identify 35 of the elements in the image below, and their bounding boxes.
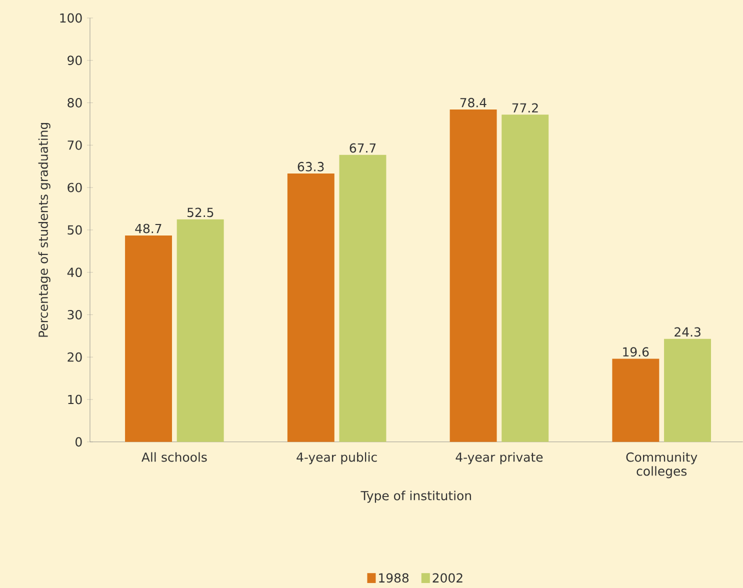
data-label: 52.5: [188, 208, 214, 217]
y-tick-label: 100: [60, 13, 82, 23]
y-tick-label: 50: [68, 225, 82, 234]
y-tick-label: 20: [68, 352, 82, 362]
legend-label: 1988: [379, 573, 409, 582]
bar: [664, 338, 712, 442]
y-tick-label: 30: [68, 310, 82, 320]
data-label: 19.6: [623, 347, 649, 356]
x-tick-label: Community colleges: [626, 452, 698, 478]
y-tick-label: 0: [76, 437, 82, 446]
y-tick-label: 90: [68, 56, 82, 65]
bar: [176, 219, 224, 442]
data-label: 67.7: [350, 143, 376, 153]
legend-label: 2002: [432, 573, 462, 582]
x-axis-title: Type of institution: [360, 490, 471, 503]
data-label: 48.7: [135, 224, 162, 234]
x-tick-label: 4-year public: [296, 452, 377, 464]
bar: [450, 109, 497, 442]
data-label: 77.2: [512, 103, 538, 112]
data-label: 78.4: [460, 98, 486, 108]
data-label: 24.3: [674, 327, 700, 337]
data-label: 63.3: [298, 162, 324, 172]
y-tick-label: 60: [68, 182, 82, 192]
bar: [287, 173, 334, 442]
y-tick-label: 10: [68, 394, 82, 404]
y-tick-label: 70: [68, 140, 82, 150]
x-tick-label: All schools: [142, 452, 207, 462]
bar: [339, 154, 386, 442]
y-tick-label: 40: [67, 267, 82, 277]
bar: [612, 358, 660, 442]
y-tick-label: 80: [68, 98, 82, 108]
bar: [125, 235, 172, 442]
x-tick-label: 4-year private: [456, 452, 543, 464]
y-axis-title: Percentage of students graduating: [38, 122, 50, 337]
bar: [502, 114, 549, 442]
